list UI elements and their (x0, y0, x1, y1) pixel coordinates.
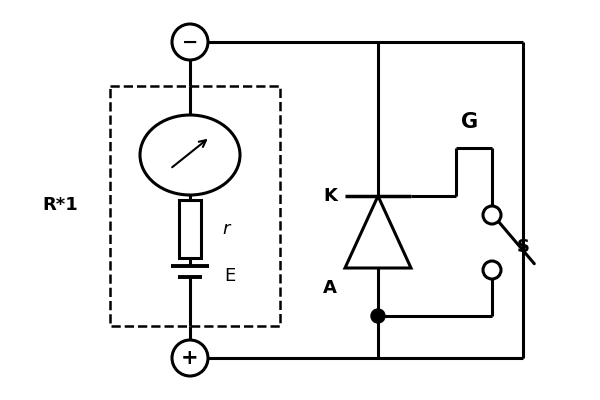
Text: −: − (182, 32, 198, 52)
Circle shape (483, 206, 501, 224)
Circle shape (483, 261, 501, 279)
Text: +: + (181, 348, 199, 368)
Text: K: K (323, 187, 337, 205)
Text: A: A (323, 279, 337, 297)
Text: S: S (517, 238, 530, 256)
Text: R*1: R*1 (42, 196, 78, 214)
Text: G: G (461, 112, 479, 132)
Text: E: E (224, 267, 235, 285)
Circle shape (371, 309, 385, 323)
Text: r: r (222, 220, 229, 238)
Bar (110, 86, 280, 326)
Ellipse shape (140, 115, 240, 195)
Bar (179, 200, 201, 258)
